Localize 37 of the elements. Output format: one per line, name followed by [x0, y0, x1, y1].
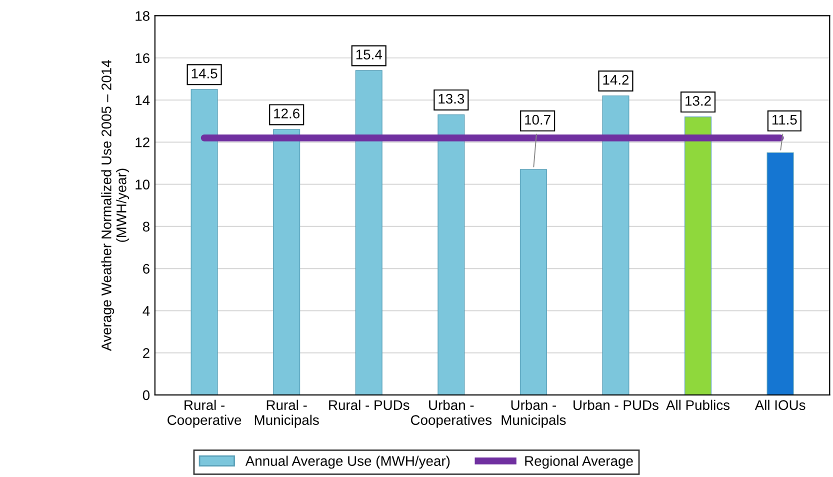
bar [438, 114, 465, 395]
y-axis-title: Average Weather Normalized Use 2005 – 2014 (MWH/year) [101, 60, 130, 351]
y-tick-label: 12 [136, 137, 150, 148]
bar [190, 89, 218, 395]
bar [602, 95, 630, 395]
data-label: 13.2 [686, 96, 711, 106]
data-label: 14.2 [603, 74, 629, 85]
bar [520, 169, 547, 395]
x-tick-label: All IOUs [754, 400, 806, 410]
y-tick-label: 16 [136, 53, 150, 64]
y-tick-label: 8 [142, 222, 150, 232]
y-tick-label: 0 [142, 390, 150, 400]
data-label: 11.5 [772, 114, 797, 125]
x-tick-label: Rural - PUDs [329, 400, 410, 410]
y-tick-label: 4 [142, 306, 150, 316]
bar [684, 116, 712, 395]
data-label: 10.7 [525, 114, 550, 125]
bar [355, 70, 382, 395]
data-label: 12.6 [274, 108, 300, 118]
x-tick-label: All Publics [666, 400, 730, 410]
data-label: 13.3 [438, 94, 464, 104]
legend-label: Regional Average [525, 456, 633, 469]
x-tick-label: Urban - PUDs [574, 400, 658, 410]
y-tick-label: 10 [136, 180, 150, 190]
x-tick-label: Urban - Cooperatives [410, 400, 492, 428]
y-tick-label: 2 [143, 348, 150, 358]
bar [766, 152, 794, 395]
y-tick-label: 6 [143, 264, 150, 274]
bar [273, 129, 300, 395]
x-tick-label: Rural - Municipals [254, 400, 319, 428]
data-label: 15.4 [356, 50, 382, 60]
legend-label: Annual Average Use (MWH/year) [245, 456, 450, 469]
y-tick-label: 18 [136, 11, 150, 21]
y-tick-label: 14 [136, 95, 150, 106]
x-tick-label: Urban - Municipals [502, 400, 566, 428]
data-label: 14.5 [192, 68, 218, 78]
x-tick-label: Rural - Cooperative [168, 400, 242, 428]
